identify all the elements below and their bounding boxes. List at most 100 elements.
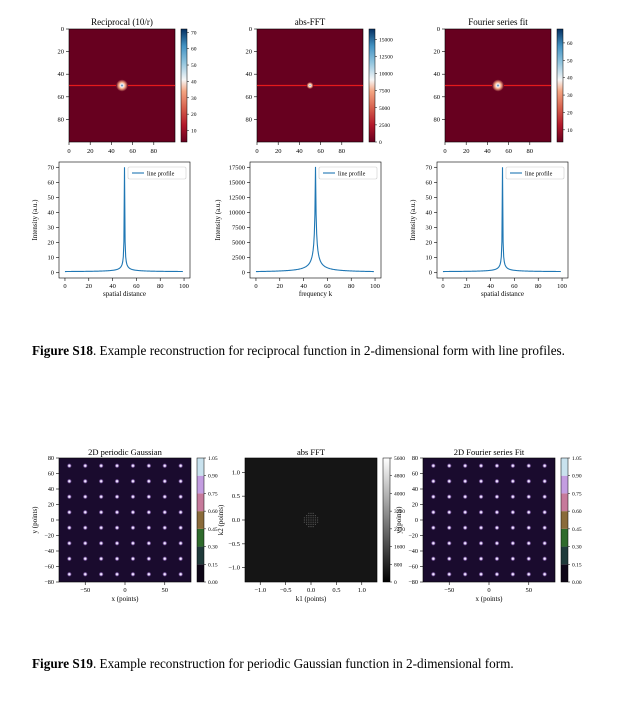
y-tick-label: 70: [426, 164, 433, 171]
gaussian-spot: [82, 494, 88, 500]
colorbar-tick-label: 0.30: [572, 545, 582, 551]
colorbar-tick-label: 2400: [394, 527, 405, 533]
center-peak: [306, 82, 314, 89]
gaussian-spot: [114, 509, 120, 515]
gaussian-spot: [494, 494, 500, 500]
gaussian-spot: [526, 463, 532, 469]
colorbar-frame: [560, 457, 569, 583]
gaussian-spot: [542, 463, 548, 469]
x-axis-label: frequency k: [299, 290, 333, 298]
y-tick-label: 60: [246, 94, 253, 101]
x-tick-label: 0.5: [332, 587, 340, 594]
x-tick-label: 100: [557, 283, 567, 290]
fft-peak: [314, 519, 316, 521]
y-tick-label: −20: [44, 533, 54, 540]
x-tick-label: 40: [296, 148, 303, 155]
legend-box: [127, 166, 187, 180]
y-tick-label: 60: [48, 179, 55, 186]
gaussian-image: [58, 457, 192, 583]
y-axis-label: Intensity (a.u.): [409, 199, 417, 241]
fft-peak: [317, 517, 319, 519]
x-tick-label: 40: [109, 283, 116, 290]
fft-peak: [312, 515, 314, 517]
fft-peak: [312, 519, 314, 521]
fft-peak: [306, 515, 308, 517]
gaussian-spot: [446, 571, 452, 577]
y-tick-label: −40: [44, 548, 54, 555]
y-tick-label: 5000: [232, 240, 245, 247]
gaussian-spot: [430, 556, 436, 562]
gaussian-spot: [114, 540, 120, 546]
fft-peak: [314, 521, 316, 523]
x-tick-label: 20: [277, 283, 284, 290]
gaussian-spot: [98, 478, 104, 484]
colorbar-tick-label: 4000: [394, 491, 405, 497]
colorbar-tick-label: 3200: [394, 509, 405, 515]
y-tick-label: −0.5: [228, 541, 240, 548]
gaussian-spot: [510, 556, 516, 562]
gaussian-spot: [430, 509, 436, 515]
colorbar-tick-label: 40: [191, 79, 197, 85]
y-tick-label: 20: [58, 49, 65, 56]
fft-peak: [306, 521, 308, 523]
y-tick-label: −80: [408, 579, 418, 586]
y-axis-label: k2 (points): [217, 504, 225, 535]
caption-s19: Figure S19. Example reconstruction for p…: [32, 646, 592, 682]
colorbar-segment: [197, 475, 204, 494]
x-tick-label: 20: [86, 283, 93, 290]
heatmap-title: abs-FFT: [295, 17, 326, 27]
gaussian-spot: [66, 556, 72, 562]
gaussian-spot: [478, 525, 484, 531]
fft-peak: [308, 526, 310, 528]
y-tick-label: 7500: [232, 225, 245, 232]
fft-peak: [310, 519, 312, 521]
colorbar-tick-label: 70: [191, 30, 197, 36]
y-tick-label: 20: [48, 240, 55, 247]
y-axis-label: y (points): [395, 506, 403, 534]
gaussian-spot: [178, 571, 184, 577]
gaussian-spot: [510, 478, 516, 484]
gaussian-spot: [430, 525, 436, 531]
panel-title: 2D periodic Gaussian: [88, 447, 162, 457]
gaussian-spot: [542, 556, 548, 562]
gaussian-spot: [542, 494, 548, 500]
gaussian-spot: [146, 478, 152, 484]
colorbar-tick-label: 30: [191, 96, 197, 102]
colorbar-tick-label: 60: [191, 47, 197, 53]
colorbar-segment: [197, 511, 204, 529]
gaussian-spot: [446, 463, 452, 469]
colorbar-tick-label: 60: [567, 41, 573, 47]
gaussian-spot: [66, 540, 72, 546]
colorbar-tick-label: 15000: [379, 37, 393, 43]
gaussian-spot: [510, 494, 516, 500]
fft-peak: [310, 526, 312, 528]
gaussian-spot: [478, 463, 484, 469]
panel-title: abs FFT: [297, 447, 326, 457]
y-axis-label: Intensity (a.u.): [31, 199, 39, 241]
x-tick-label: 40: [484, 148, 491, 155]
y-tick-label: 0: [437, 26, 440, 33]
legend-box: [318, 166, 378, 180]
gaussian-spot: [178, 556, 184, 562]
colorbar-tick-label: 5600: [394, 456, 405, 462]
gaussian-spot: [526, 540, 532, 546]
x-tick-label: −50: [80, 587, 90, 594]
gaussian-spot: [178, 463, 184, 469]
y-tick-label: 0: [242, 270, 245, 277]
center-peak: [116, 79, 128, 92]
gaussian-spot: [430, 463, 436, 469]
fft-peak: [308, 521, 310, 523]
gaussian-spot: [66, 525, 72, 531]
colorbar: [382, 457, 391, 583]
gaussian-spot: [478, 556, 484, 562]
x-tick-label: 0.0: [307, 587, 315, 594]
gaussian-spot: [494, 556, 500, 562]
gaussian-spot: [462, 463, 468, 469]
x-tick-label: 20: [275, 148, 282, 155]
x-tick-label: −50: [444, 587, 454, 594]
gaussian-spot: [66, 478, 72, 484]
gaussian-spot: [66, 494, 72, 500]
colorbar-tick-label: 40: [567, 76, 573, 82]
y-tick-label: 60: [58, 94, 65, 101]
gaussian-spot: [130, 556, 136, 562]
